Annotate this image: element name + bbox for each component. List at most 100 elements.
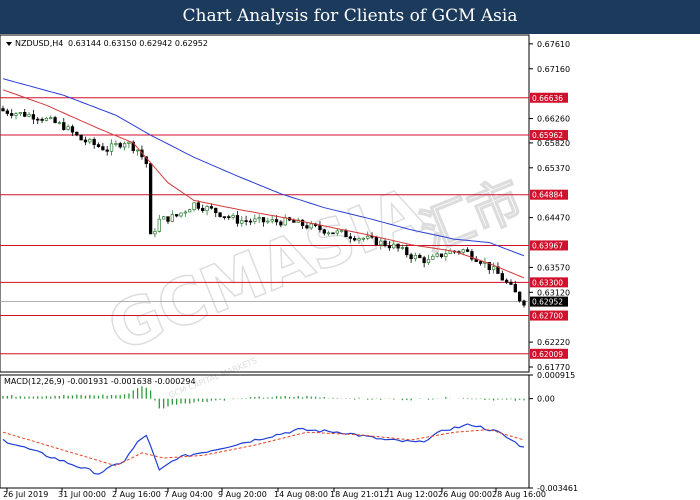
candle-body [222, 216, 227, 218]
candle [27, 112, 31, 118]
candle [36, 116, 40, 125]
time-tick-label: 28 Aug 16:00 [492, 490, 546, 499]
candle-body [192, 202, 196, 210]
candle [70, 124, 75, 136]
candle [135, 149, 140, 156]
time-axis: 26 Jul 2019 31 Jul 00:00 2 Aug 16:00 7 Aug … [3, 488, 546, 499]
candle [487, 262, 491, 274]
candle-body [309, 223, 313, 229]
candle-body [344, 230, 348, 238]
price-panel-frame [0, 34, 530, 373]
candle [214, 207, 218, 218]
candle-body [305, 225, 309, 229]
candle-body [157, 218, 161, 232]
candle-body [31, 114, 36, 120]
candle [326, 230, 331, 236]
candle [413, 252, 418, 262]
candle [66, 124, 70, 131]
last-price-value: 0.62952 [532, 298, 563, 307]
candle [518, 291, 522, 303]
candle [157, 214, 161, 233]
candle [201, 204, 205, 213]
candle-body [57, 122, 62, 124]
level-tag-label: 0.62009 [532, 350, 563, 359]
time-tick-label: 26 Aug 00:00 [438, 490, 492, 499]
candle [435, 252, 439, 258]
candle-body [36, 118, 40, 121]
candle [101, 142, 105, 151]
candle [175, 214, 179, 218]
ma-slow-line [2, 78, 525, 257]
candle-body [75, 131, 79, 136]
candle-body [53, 117, 57, 123]
title-banner: Chart Analysis for Clients of GCM Asia [0, 0, 700, 34]
candle [348, 233, 352, 243]
price-tick-label: 0.64470 [537, 214, 570, 223]
candle-body [409, 254, 413, 260]
candle-body [500, 273, 504, 281]
candle-body [318, 225, 322, 231]
candle-body [322, 229, 326, 234]
candle [274, 215, 279, 226]
candle-body [513, 284, 517, 293]
candle-body [214, 207, 218, 214]
candle [491, 262, 496, 274]
candle [188, 208, 192, 213]
macd-tick-label: -0.003461 [537, 484, 578, 493]
symbol-label: NZDUSD,H4 [15, 39, 63, 48]
candle-body [387, 245, 392, 249]
candle-body [188, 209, 192, 213]
candle-body [148, 163, 153, 235]
candle [353, 235, 357, 242]
candle [205, 204, 209, 216]
candle [40, 117, 44, 124]
candle-body [448, 250, 452, 255]
time-tick-label: 9 Aug 20:00 [218, 490, 267, 499]
last-price-box [530, 296, 568, 307]
candle-body [465, 249, 470, 252]
candle [122, 141, 127, 151]
candle [23, 109, 27, 118]
macd-tick-label: 0.00 [537, 395, 555, 404]
candle-body [361, 237, 366, 240]
candle [361, 237, 366, 242]
candle [192, 202, 196, 212]
candle [396, 243, 400, 252]
candle-body [161, 216, 166, 220]
candle-body [218, 212, 222, 217]
price-tick-label: 0.67610 [537, 40, 570, 49]
candle-body [326, 232, 331, 235]
candle-body [374, 236, 379, 246]
level-tag-box [530, 92, 568, 103]
candle [522, 299, 526, 308]
macd-panel-frame [0, 374, 530, 489]
candle-body [274, 219, 279, 223]
candle [153, 227, 157, 238]
level-tag-box [530, 348, 568, 359]
candle-body [114, 143, 118, 145]
candle-body [88, 139, 92, 143]
candle-body [127, 141, 131, 144]
candle [383, 239, 387, 248]
candle [387, 241, 392, 251]
candle-body [231, 215, 235, 218]
candle-body [426, 259, 431, 264]
candle-body [348, 236, 352, 239]
candle [305, 221, 309, 230]
level-tag-label: 0.63300 [532, 278, 563, 287]
level-tag-box [530, 189, 568, 200]
ma-fast-line [2, 89, 525, 279]
candle [161, 215, 166, 220]
candle [183, 210, 188, 217]
candle-body [40, 118, 44, 121]
candle [96, 142, 101, 148]
candle-body [70, 126, 75, 133]
candle-body [183, 211, 188, 214]
candle-body [331, 232, 335, 235]
candle-body [400, 247, 405, 249]
candle-body [235, 215, 240, 224]
watermark: GCMASIA 汇市 GCM CAPITAL MARKETS [98, 169, 533, 400]
candle-body [444, 253, 448, 258]
level-tag-box [530, 310, 568, 321]
price-tick-label: 0.63120 [537, 288, 570, 297]
